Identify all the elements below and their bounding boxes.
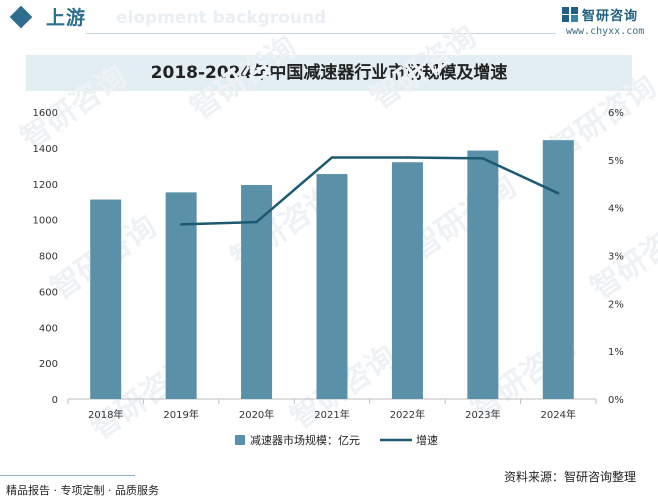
x-tick-label: 2023年 <box>465 408 500 421</box>
y-left-tick-label: 600 <box>39 287 58 298</box>
growth-line <box>181 156 559 226</box>
brand-url: www.chyxx.com <box>566 26 645 37</box>
brand-name: 智研咨询 <box>582 9 639 24</box>
growth-point <box>406 156 409 159</box>
y-left-tick-label: 200 <box>39 359 58 370</box>
line-series <box>179 156 560 226</box>
y-right-tick-label: 5% <box>608 156 624 167</box>
legend-bar-label: 减速器市场规模：亿元 <box>250 433 360 447</box>
footer: 精品报告 · 专项定制 · 品质服务 资料来源：智研咨询整理 <box>0 468 658 502</box>
x-tick-label: 2019年 <box>163 408 198 421</box>
bar-2023年 <box>467 150 499 399</box>
x-tick-label: 2020年 <box>239 408 274 421</box>
y-left-tick-label: 1400 <box>33 144 58 155</box>
y-left-tick-label: 400 <box>39 323 58 334</box>
growth-point <box>255 220 258 224</box>
legend-line-label: 增速 <box>416 433 438 447</box>
growth-point <box>179 223 183 226</box>
y-right-tick-label: 6% <box>608 108 624 119</box>
bar-2019年 <box>165 192 197 399</box>
bar-series <box>90 140 574 400</box>
section-title: 上游 <box>46 7 87 29</box>
y-right-tick-label: 2% <box>608 299 624 310</box>
y-right-tick-label: 0% <box>608 395 624 406</box>
footer-divider <box>0 475 135 476</box>
bar-2024年 <box>542 140 574 400</box>
x-tick-label: 2024年 <box>541 408 576 421</box>
brand-logo-icon <box>562 7 578 22</box>
x-tick-label: 2021年 <box>314 408 349 421</box>
y-right-tick-label: 4% <box>608 204 624 215</box>
growth-point <box>557 192 560 195</box>
watermark-text: 智研咨询 <box>365 19 483 116</box>
y-left-tick-label: 1200 <box>33 180 58 191</box>
chart-title-band: 2018-2024年中国减速器行业市场规模及增速 <box>26 55 632 91</box>
watermark-text: 智研咨询 <box>185 29 303 126</box>
y-left-tick-label: 1000 <box>33 216 58 227</box>
x-tick-label: 2022年 <box>390 408 425 421</box>
legend-bar-swatch <box>235 435 245 445</box>
footer-tagline: 精品报告 · 专项定制 · 品质服务 <box>6 484 159 497</box>
chart-legend: 减速器市场规模：亿元 增速 <box>235 433 438 447</box>
y-left-tick-label: 0 <box>52 395 58 406</box>
y-right-tick-label: 3% <box>608 252 624 263</box>
y-left-tick-label: 1600 <box>33 108 58 119</box>
bar-2021年 <box>316 174 348 399</box>
section-header: 上游 elopment background 智研咨询 www.chyxx.co… <box>0 0 658 40</box>
growth-point <box>330 156 334 159</box>
chart-title: 2018-2024年中国减速器行业市场规模及增速 <box>150 63 508 83</box>
header-background-text: elopment background <box>116 8 327 28</box>
bar-2022年 <box>391 162 423 399</box>
bar-2018年 <box>90 199 122 399</box>
growth-point <box>481 157 485 160</box>
x-tick-label: 2018年 <box>88 408 123 421</box>
footer-source: 资料来源：智研咨询整理 <box>503 470 636 484</box>
y-right-tick-label: 1% <box>608 347 624 358</box>
header-divider <box>86 33 556 34</box>
bar-2020年 <box>241 185 273 399</box>
y-left-tick-label: 800 <box>39 252 58 263</box>
